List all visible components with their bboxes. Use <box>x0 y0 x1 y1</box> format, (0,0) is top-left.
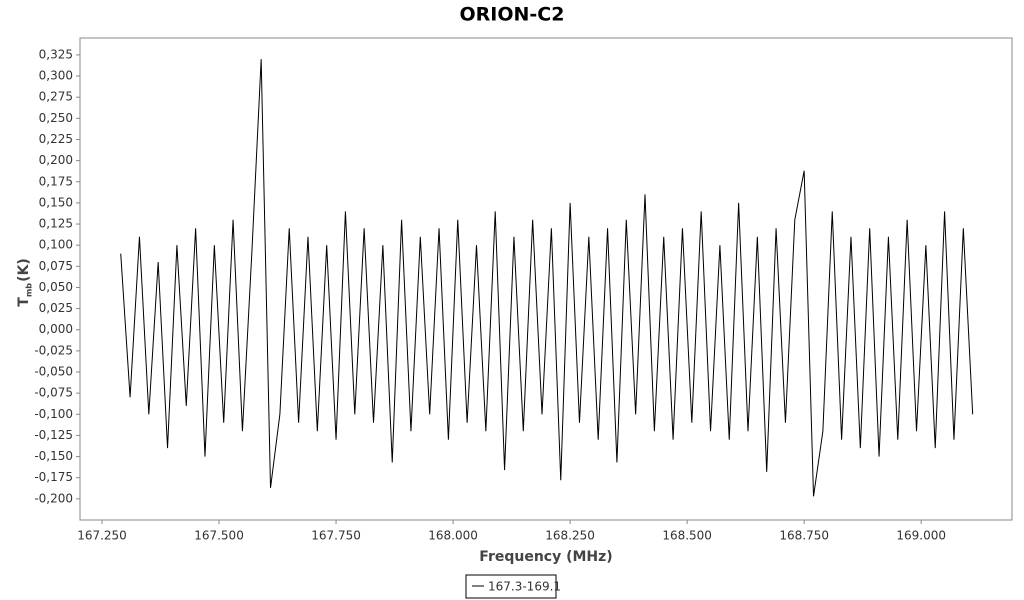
y-tick-label: 0,125 <box>39 217 73 231</box>
spectrum-line <box>120 59 974 497</box>
y-tick-label: 0,150 <box>39 195 73 209</box>
x-tick-label: 168.750 <box>779 529 829 543</box>
y-tick-label: -0,200 <box>34 491 73 505</box>
y-tick-label: -0,050 <box>34 365 73 379</box>
x-tick-label: 167.750 <box>311 529 361 543</box>
y-tick-label: 0,050 <box>39 280 73 294</box>
y-axis-label-sub: mb <box>25 283 34 297</box>
chart-title: ORION-C2 <box>460 4 565 26</box>
x-tick-label: 168.000 <box>428 529 478 543</box>
y-axis-label: T mb (K) <box>16 258 34 307</box>
x-tick-label: 168.500 <box>662 529 712 543</box>
y-tick-label: 0,075 <box>39 259 73 273</box>
plot-frame <box>79 37 1013 521</box>
legend-box <box>465 574 557 599</box>
x-tick-label: 169.000 <box>896 529 946 543</box>
y-tick-label: 0,000 <box>39 322 73 336</box>
y-tick-label: 0,275 <box>39 90 73 104</box>
y-tick-label: 0,300 <box>39 69 73 83</box>
y-axis-label-main: T <box>16 297 32 307</box>
y-tick-label: -0,175 <box>34 470 73 484</box>
y-tick-label: -0,075 <box>34 386 73 400</box>
y-tick-label: -0,100 <box>34 407 73 421</box>
y-tick-label: -0,150 <box>34 449 73 463</box>
y-tick-label: 0,250 <box>39 111 73 125</box>
y-tick-label: 0,025 <box>39 301 73 315</box>
y-tick-label: 0,200 <box>39 153 73 167</box>
x-axis-label: Frequency (MHz) <box>479 549 612 565</box>
y-tick-label: -0,025 <box>34 343 73 357</box>
y-tick-label: 0,325 <box>39 47 73 61</box>
x-tick-label: 168.250 <box>545 529 595 543</box>
y-tick-label: 0,225 <box>39 132 73 146</box>
y-tick-label: 0,100 <box>39 238 73 252</box>
x-tick-label: 167.500 <box>194 529 244 543</box>
legend-label: 167.3-169.1 <box>488 580 561 594</box>
y-axis-label-unit: (K) <box>16 258 32 282</box>
x-tick-label: 167.250 <box>77 529 127 543</box>
y-tick-label: 0,175 <box>39 174 73 188</box>
y-tick-label: -0,125 <box>34 428 73 442</box>
legend: 167.3-169.1 <box>465 574 561 599</box>
